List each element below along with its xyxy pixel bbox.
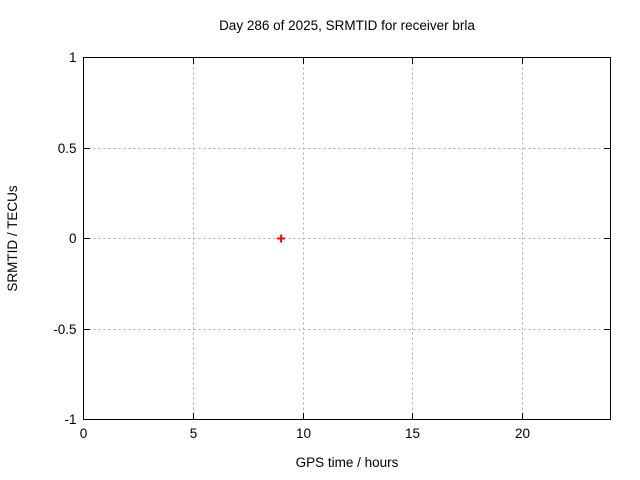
y-tick-label: 0.5: [58, 141, 77, 156]
y-axis-label: SRMTID / TECUs: [5, 185, 20, 292]
data-point-layer: [277, 234, 286, 243]
x-tick-label: 10: [296, 426, 311, 441]
y-tick-label: -1: [64, 412, 76, 427]
data-point-marker: [277, 234, 286, 243]
tick-layer: 0 5 10 15 20 -1 -0.5 0 0.5 1: [53, 50, 610, 441]
y-tick-label: 1: [69, 50, 77, 65]
chart-title: Day 286 of 2025, SRMTID for receiver brl…: [219, 18, 475, 33]
y-tick-label: -0.5: [53, 322, 76, 337]
plot-border: [83, 57, 611, 420]
x-tick-label: 0: [80, 426, 88, 441]
y-tick-label: 0: [69, 231, 77, 246]
x-axis-label: GPS time / hours: [296, 455, 399, 470]
x-tick-label: 5: [190, 426, 198, 441]
grid-layer: [83, 57, 611, 420]
x-tick-label: 15: [405, 426, 420, 441]
x-tick-label: 20: [515, 426, 530, 441]
